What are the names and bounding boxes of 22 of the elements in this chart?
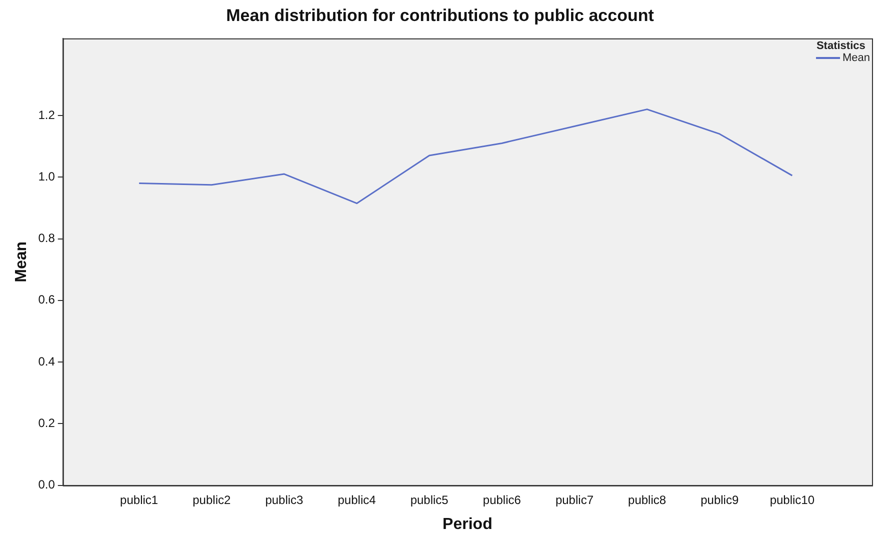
x-tick-label: public2 xyxy=(192,492,231,507)
y-axis-title: Mean xyxy=(13,241,30,282)
chart-title: Mean distribution for contributions to public account xyxy=(226,6,654,25)
x-tick-label: public7 xyxy=(555,492,594,507)
x-tick-label: public3 xyxy=(265,492,304,507)
legend-label: Mean xyxy=(842,52,870,64)
x-tick-label: public8 xyxy=(628,492,666,507)
y-tick-label: 1.0 xyxy=(38,169,56,184)
y-tick-label: 0.4 xyxy=(38,354,56,368)
x-axis-title: Period xyxy=(442,516,492,533)
x-tick-label: public5 xyxy=(410,492,449,507)
x-tick-label: public1 xyxy=(120,492,158,507)
x-tick-label: public6 xyxy=(482,492,522,507)
y-tick-label: 0.0 xyxy=(38,478,56,492)
legend-title: Statistics xyxy=(816,40,866,52)
y-tick-label: 0.6 xyxy=(38,292,56,307)
x-tick-label: public4 xyxy=(338,492,376,507)
y-tick-label: 1.2 xyxy=(38,108,56,122)
x-tick-label: public10 xyxy=(770,492,815,507)
y-tick-label: 0.2 xyxy=(38,416,56,430)
y-tick-label: 0.8 xyxy=(38,231,56,246)
x-tick-label: public9 xyxy=(700,492,739,507)
